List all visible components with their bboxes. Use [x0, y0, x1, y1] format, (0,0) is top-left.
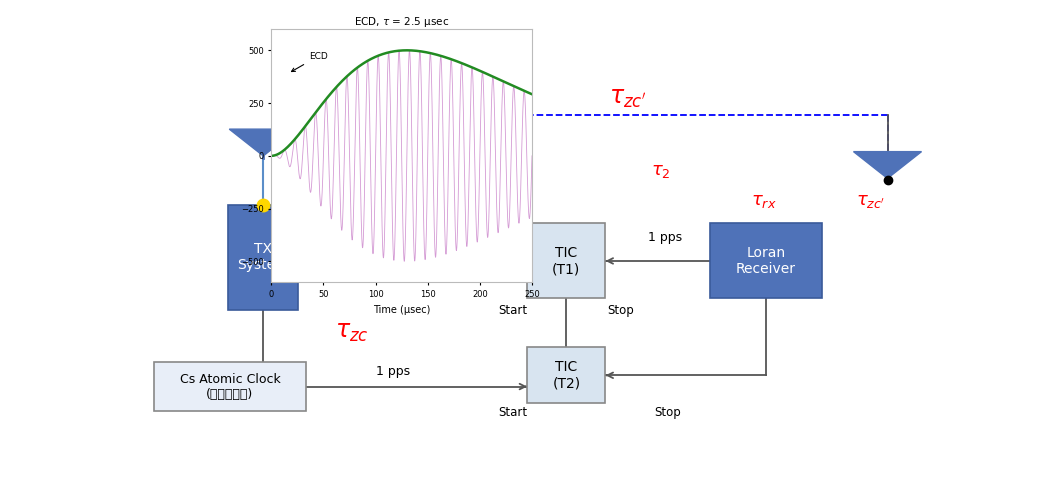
- Text: Loran-C Signal
(9930M): Loran-C Signal (9930M): [340, 232, 437, 260]
- FancyBboxPatch shape: [711, 224, 821, 299]
- Text: Cs Atomic Clock
(포항송신국): Cs Atomic Clock (포항송신국): [180, 373, 280, 400]
- FancyBboxPatch shape: [228, 205, 298, 310]
- Text: Loran
Receiver: Loran Receiver: [736, 246, 796, 276]
- Polygon shape: [229, 129, 297, 156]
- X-axis label: Time (μsec): Time (μsec): [373, 305, 430, 315]
- Text: $\tau_{zc'}$: $\tau_{zc'}$: [609, 86, 647, 110]
- FancyBboxPatch shape: [527, 347, 605, 403]
- FancyBboxPatch shape: [527, 224, 605, 299]
- Text: TX
System: TX System: [237, 242, 288, 272]
- Text: Stop: Stop: [654, 407, 681, 419]
- Text: $\tau_{rx}$: $\tau_{rx}$: [751, 192, 777, 210]
- Text: Start: Start: [498, 407, 527, 419]
- FancyBboxPatch shape: [153, 362, 306, 411]
- Text: $\tau_{zc'}$: $\tau_{zc'}$: [857, 192, 885, 210]
- Text: Start: Start: [498, 304, 527, 317]
- Text: ECD: ECD: [292, 52, 328, 72]
- Title: ECD, $\tau$ = 2.5 μsec: ECD, $\tau$ = 2.5 μsec: [354, 15, 449, 29]
- Text: $\tau_2$: $\tau_2$: [651, 162, 670, 180]
- Text: TIC
(T1): TIC (T1): [552, 246, 581, 276]
- Text: 1 pps: 1 pps: [648, 231, 682, 244]
- Text: $\tau_1$: $\tau_1$: [498, 196, 518, 214]
- Text: Stop: Stop: [608, 304, 634, 317]
- Polygon shape: [853, 151, 921, 178]
- Text: TIC
(T2): TIC (T2): [552, 360, 580, 391]
- Text: $\tau_{zc}$: $\tau_{zc}$: [335, 320, 368, 344]
- Text: 1 pps: 1 pps: [376, 365, 410, 378]
